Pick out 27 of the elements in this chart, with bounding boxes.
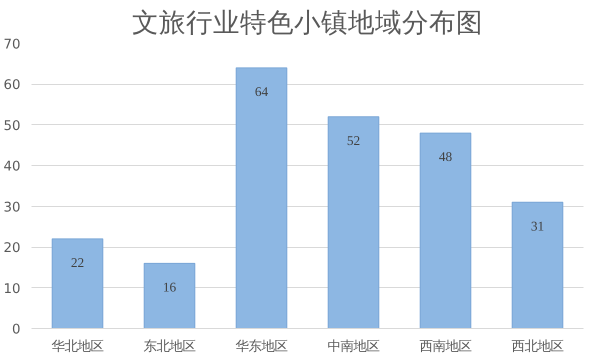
bar (144, 262, 196, 328)
x-tick-label: 西北地区 (512, 340, 564, 354)
data-label: 22 (70, 254, 84, 270)
y-tick-label: 0 (12, 322, 21, 338)
x-tick-label: 华北地区 (52, 340, 104, 354)
y-tick-label: 50 (4, 118, 21, 134)
x-tick-label: 东北地区 (144, 340, 196, 354)
y-tick-label: 20 (4, 241, 21, 256)
x-tick-label: 西南地区 (420, 340, 472, 354)
x-tick-label: 中南地区 (328, 340, 380, 354)
chart-title: 文旅行业特色小镇地域分布图 (132, 8, 483, 38)
data-label: 48 (438, 149, 452, 164)
bar (512, 202, 564, 328)
bar (420, 132, 472, 328)
data-label: 64 (254, 84, 268, 99)
bar (328, 116, 380, 328)
y-tick-label: 40 (4, 160, 21, 175)
bar (52, 238, 104, 328)
data-label: 16 (162, 279, 176, 294)
data-label: 31 (530, 218, 544, 234)
y-tick-label: 30 (4, 200, 21, 216)
y-tick-label: 60 (4, 78, 21, 94)
x-tick-label: 华东地区 (236, 340, 288, 354)
y-tick-label: 70 (4, 38, 21, 52)
data-label: 52 (346, 132, 360, 148)
y-tick-label: 10 (4, 282, 21, 297)
bar (236, 67, 288, 328)
